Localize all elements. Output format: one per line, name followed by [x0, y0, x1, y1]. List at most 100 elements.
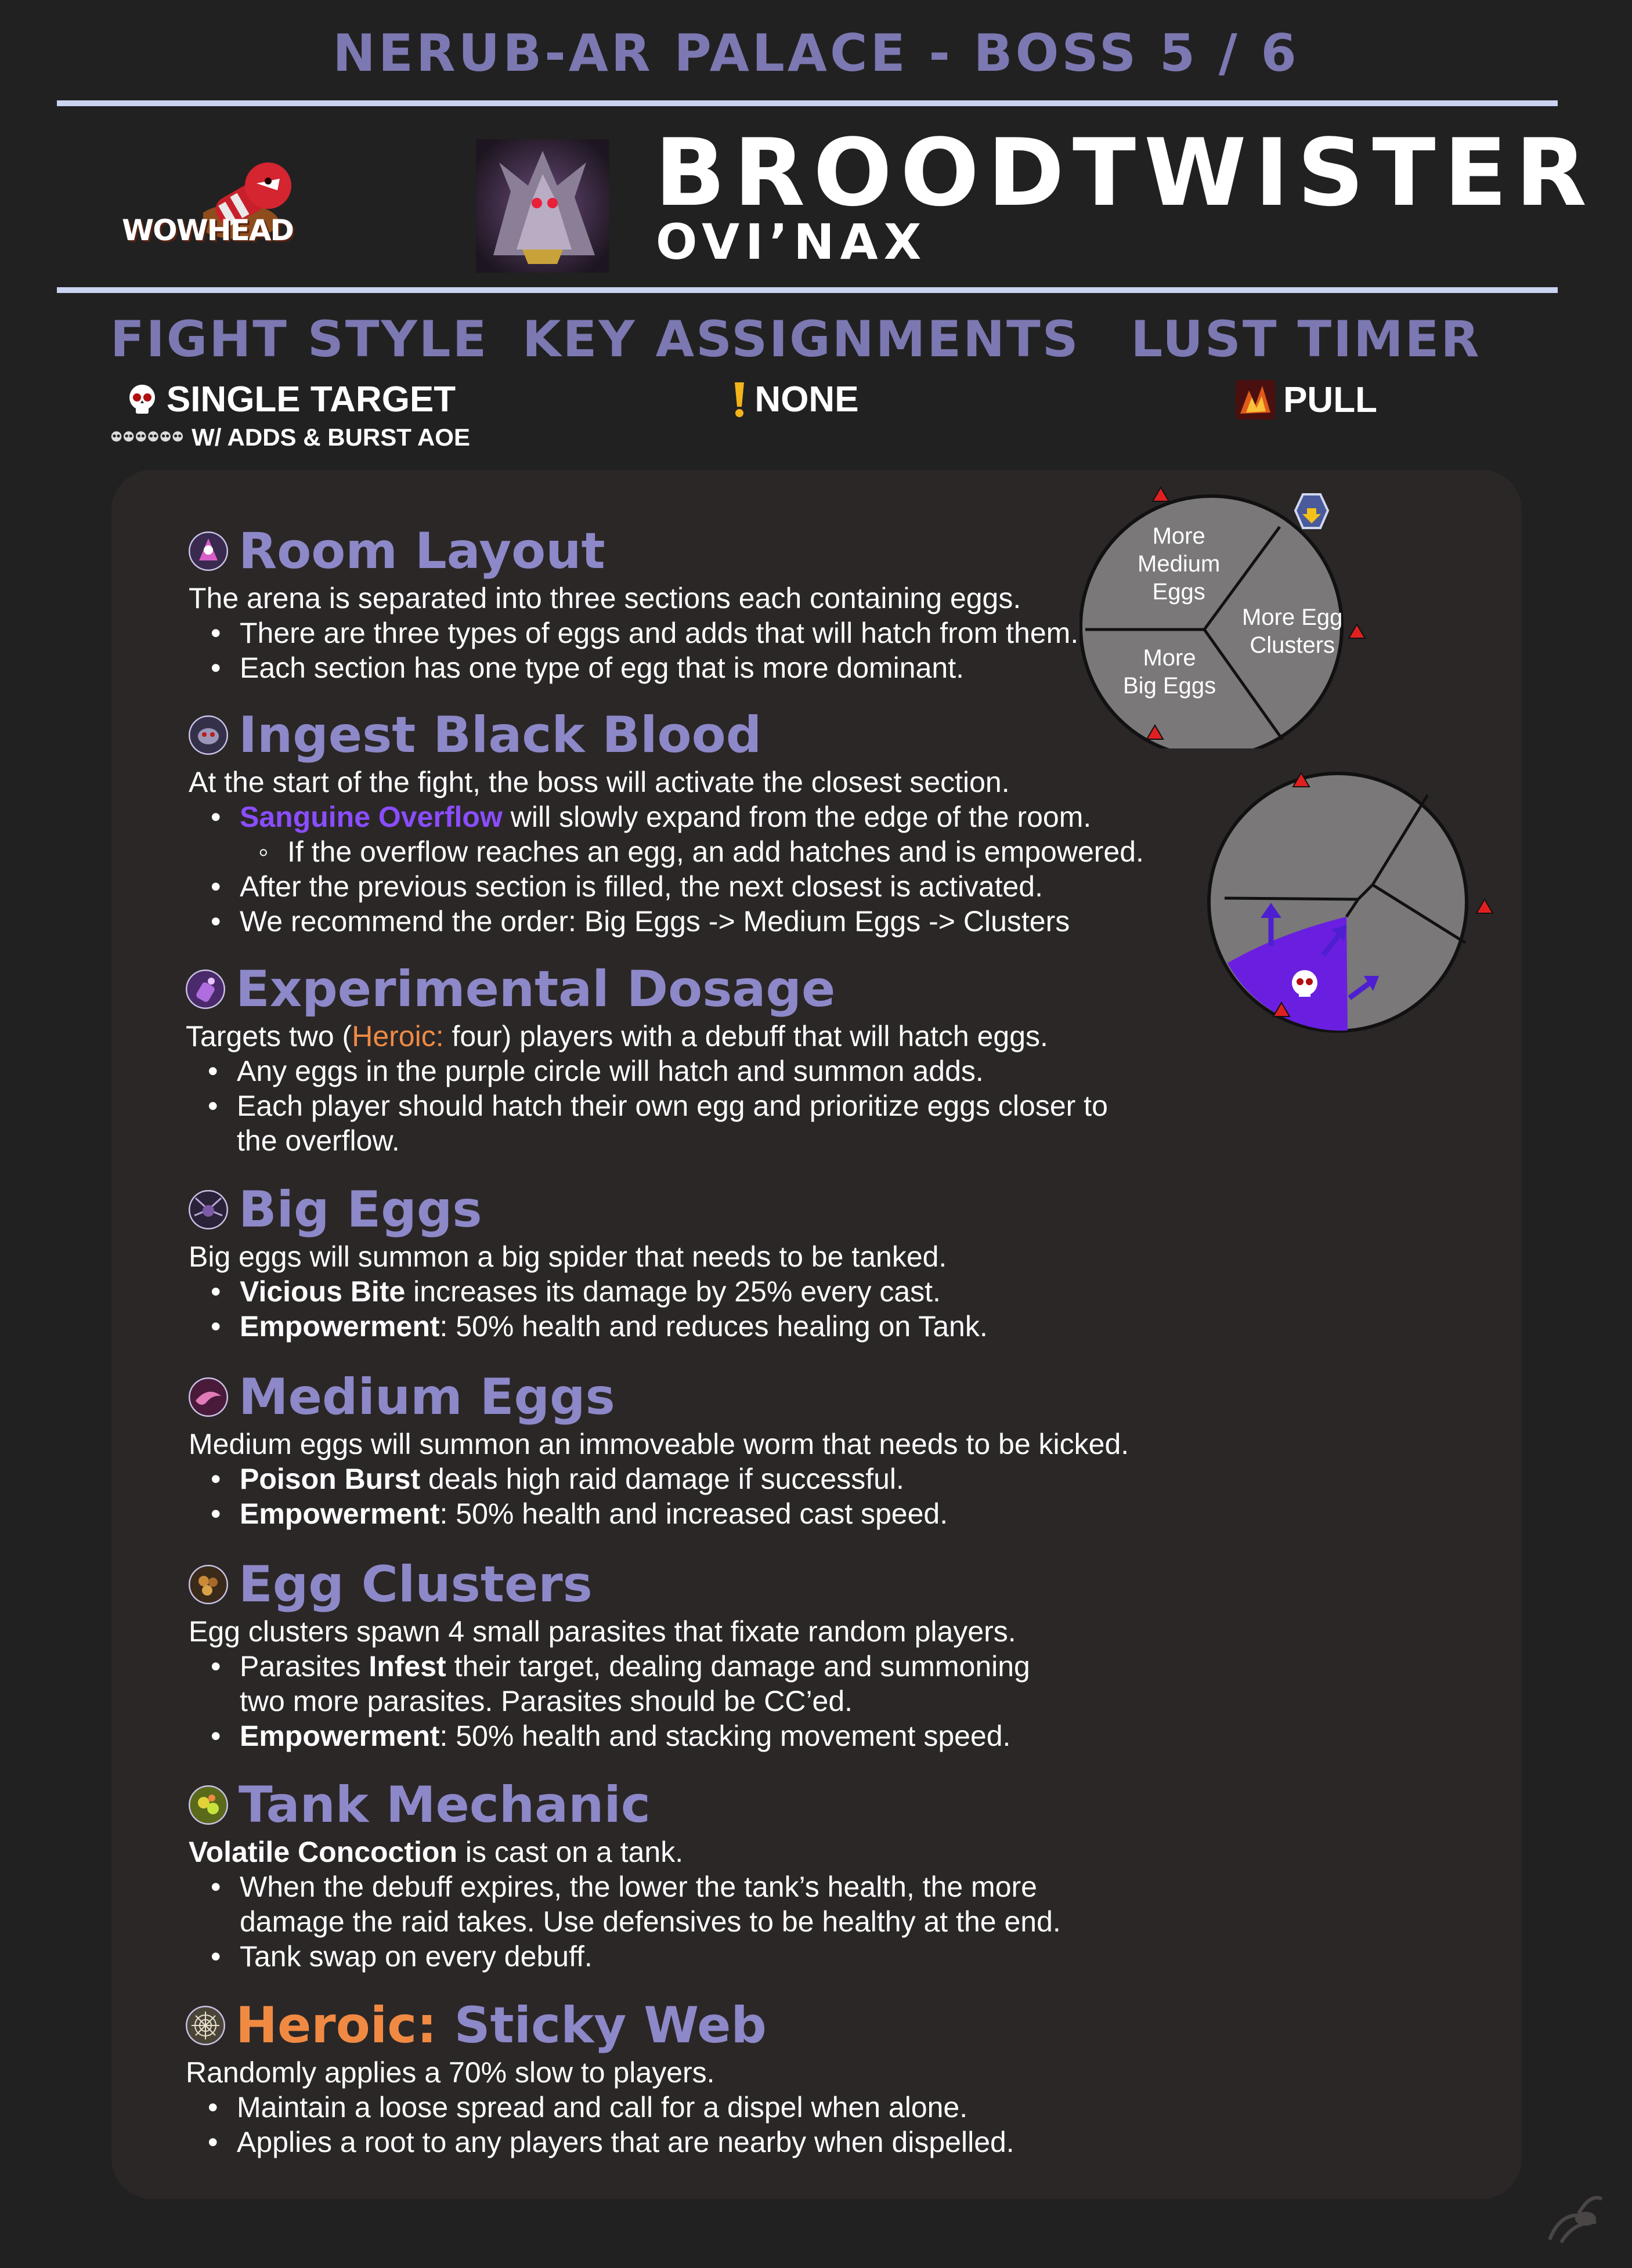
key-assignments-value-row: NONE — [522, 379, 1068, 420]
fight-style-heading: FIGHT STYLE — [110, 310, 489, 368]
skull-icon — [129, 384, 155, 414]
ability-volatile-concoction: Volatile Concoction — [189, 1836, 457, 1869]
egg-clusters-icon — [189, 1565, 228, 1605]
header-divider-top — [57, 100, 1558, 106]
map-label-line: More — [1143, 645, 1196, 671]
spell-sanguine-overflow[interactable]: Sanguine Overflow — [240, 801, 503, 834]
section-room-layout: Room Layout The arena is separated into … — [189, 525, 1175, 685]
section-intro: Volatile Concoction is cast on a tank. — [189, 1835, 1175, 1869]
boss-portrait — [476, 139, 609, 273]
fight-style-sub: W/ ADDS & BURST AOE — [192, 424, 470, 451]
fight-style-block: FIGHT STYLE SINGLE TARGET W/ — [110, 310, 489, 451]
boss-name: BROODTWISTER — [655, 118, 1595, 227]
overflow-map — [1207, 760, 1509, 1062]
key-assignments-value: NONE — [754, 379, 859, 419]
section-title: Experimental Dosage — [236, 960, 836, 1018]
section-title-row: Experimental Dosage — [186, 963, 1172, 1015]
section-intro: The arena is separated into three sectio… — [189, 582, 1021, 615]
tank-mechanic-icon — [189, 1785, 228, 1825]
room-layout-map: More Medium Eggs More Egg Clusters More … — [1079, 482, 1381, 759]
bullet-item: Empowerment: 50% health and reduces heal… — [189, 1309, 1175, 1344]
ability-poison-burst: Poison Burst — [240, 1463, 421, 1496]
bullet-item: Empowerment: 50% health and stacking mov… — [189, 1719, 1175, 1753]
section-title-row: Heroic: Sticky Web — [186, 1999, 1172, 2052]
key-assignments-block: KEY ASSIGNMENTS NONE — [522, 310, 1080, 420]
fight-style-sub-row: W/ ADDS & BURST AOE — [110, 424, 470, 451]
wowhead-wordmark: WOWHEAD — [122, 214, 294, 247]
bullet-item: Applies a root to any players that are n… — [186, 2125, 1172, 2160]
key-assignments-heading: KEY ASSIGNMENTS — [522, 310, 1080, 368]
section-title: Ingest Black Blood — [239, 706, 762, 764]
bullet-list: Vicious Bite increases its damage by 25%… — [189, 1274, 1175, 1344]
section-big-eggs: Big Eggs Big eggs will summon a big spid… — [189, 1184, 1175, 1344]
section-title-row: Egg Clusters — [189, 1558, 1175, 1611]
ability-vicious-bite: Vicious Bite — [240, 1275, 406, 1308]
bullet-line: damage the raid takes. Use defensives to… — [240, 1905, 1061, 1938]
bullet-item: We recommend the order: Big Eggs -> Medi… — [189, 904, 1175, 939]
section-intro: Egg clusters spawn 4 small parasites tha… — [189, 1615, 1016, 1648]
bloodlust-icon — [1236, 380, 1276, 419]
bullet-item: Any eggs in the purple circle will hatch… — [186, 1054, 1172, 1088]
bullet-item: Poison Burst deals high raid damage if s… — [189, 1462, 1175, 1496]
bullet-line: the overflow. — [237, 1124, 400, 1157]
section-title-row: Ingest Black Blood — [189, 709, 1175, 761]
section-experimental-dosage: Experimental Dosage Targets two (Heroic:… — [186, 963, 1172, 1158]
bullet-item: Tank swap on every debuff. — [189, 1939, 1175, 1974]
section-title-row: Medium Eggs — [189, 1371, 1175, 1423]
bullet-item: Vicious Bite increases its damage by 25%… — [189, 1274, 1175, 1309]
map-label-big: More Big Eggs — [1123, 644, 1216, 700]
lust-timer-block: LUST TIMER PULL — [1103, 310, 1509, 421]
bullet-line: When the debuff expires, the lower the t… — [240, 1871, 1037, 1904]
map-label-line: More — [1152, 523, 1205, 549]
bullet-item: Parasites Infest their target, dealing d… — [189, 1649, 1175, 1719]
section-intro: Targets two (Heroic: four) players with … — [186, 1019, 1172, 1054]
bullet-item: Empowerment: 50% health and increased ca… — [189, 1496, 1175, 1531]
map-label-clusters: More Egg Clusters — [1242, 603, 1342, 659]
fight-style-value: SINGLE TARGET — [166, 379, 456, 419]
intro-text: Targets two ( — [186, 1020, 352, 1053]
sub-bullet-item: If the overflow reaches an egg, an add h… — [189, 834, 1175, 869]
map-label-line: Medium — [1138, 551, 1221, 577]
wowhead-fist-icon — [203, 162, 291, 239]
heroic-tag: Heroic: — [352, 1020, 444, 1053]
bullet-text: their target, dealing damage and summoni… — [446, 1650, 1030, 1683]
wowhead-logo[interactable]: WOWHEAD — [116, 152, 294, 285]
bullet-item: There are three types of eggs and adds t… — [189, 616, 1175, 650]
skull-marker — [1292, 970, 1317, 997]
map-label-line: Eggs — [1152, 579, 1205, 605]
medium-eggs-icon — [189, 1377, 228, 1417]
page-banner: NERUB-AR PALACE - BOSS 5 / 6 — [333, 23, 1299, 83]
section-title: Big Eggs — [239, 1181, 482, 1239]
bullet-item: After the previous section is filled, th… — [189, 869, 1175, 904]
bullet-text: : 50% health and stacking movement speed… — [439, 1720, 1011, 1753]
bullet-item: Sanguine Overflow will slowly expand fro… — [189, 800, 1175, 834]
bullet-list: Sanguine Overflow will slowly expand fro… — [189, 800, 1175, 939]
boss-subtitle: OVI’NAX — [656, 214, 927, 270]
section-title: Tank Mechanic — [239, 1776, 651, 1834]
fight-style-value-row: SINGLE TARGET — [110, 379, 470, 420]
section-egg-clusters: Egg Clusters Egg clusters spawn 4 small … — [189, 1558, 1175, 1753]
section-tank-mechanic: Tank Mechanic Volatile Concoction is cas… — [189, 1779, 1175, 1974]
exclamation-icon — [735, 382, 745, 417]
big-eggs-icon — [189, 1190, 228, 1230]
map-label-line: Big Eggs — [1123, 673, 1216, 699]
direction-arrows — [1261, 903, 1379, 1000]
bullet-list: Any eggs in the purple circle will hatch… — [186, 1054, 1172, 1158]
map-label-medium: More Medium Eggs — [1138, 522, 1220, 606]
bullet-item: When the debuff expires, the lower the t… — [189, 1869, 1175, 1939]
room-layout-icon — [189, 531, 228, 571]
lust-timer-heading: LUST TIMER — [1131, 310, 1481, 368]
small-skulls-icon — [111, 431, 183, 442]
section-title-rest: Sticky Web — [436, 1996, 767, 2054]
intro-text: is cast on a tank. — [457, 1836, 684, 1869]
overflow-map-graphic — [1207, 772, 1494, 1033]
section-title: Egg Clusters — [239, 1556, 593, 1614]
lust-timer-value-row: PULL — [1103, 379, 1509, 421]
bullet-text: : 50% health and reduces healing on Tank… — [439, 1310, 988, 1343]
section-intro: At the start of the fight, the boss will… — [189, 766, 1010, 799]
heroic-tag: Heroic: — [236, 1996, 437, 2054]
header-divider-bottom — [57, 287, 1558, 293]
lust-timer-value: PULL — [1283, 379, 1377, 420]
boss-entry-marker — [1294, 493, 1330, 529]
bullet-line: two more parasites. Parasites should be … — [240, 1685, 853, 1718]
